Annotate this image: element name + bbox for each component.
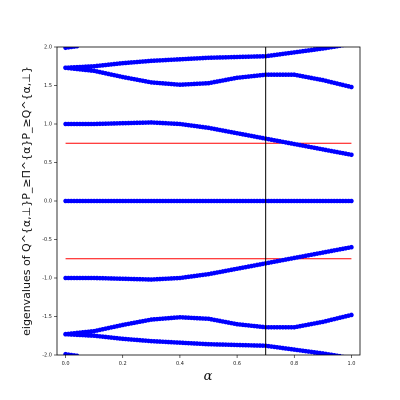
y-tick-label-4: 0.0 bbox=[44, 199, 52, 205]
y-tick-label-7: 1.5 bbox=[44, 83, 52, 89]
x-tick-label-1: 0.2 bbox=[119, 361, 127, 367]
point-6-95 bbox=[334, 353, 340, 355]
y-tick-label-3: -0.5 bbox=[42, 237, 52, 243]
series-4 bbox=[63, 244, 354, 282]
series-0 bbox=[63, 42, 354, 71]
point-1-100 bbox=[349, 84, 354, 90]
series-6 bbox=[63, 331, 351, 360]
point-6-99 bbox=[346, 355, 351, 360]
y-axis-label: eigenvalues of Q^{α,⊥}P_≥Π^{α}P_≥Q^{α,⊥} bbox=[20, 66, 33, 336]
y-tick-label-8: 2.0 bbox=[44, 45, 52, 51]
series-2 bbox=[63, 120, 354, 158]
horizontal-reference-lines bbox=[65, 142, 352, 260]
point-6-98 bbox=[344, 354, 347, 355]
point-4-100 bbox=[349, 244, 354, 250]
x-axis-label: α bbox=[204, 369, 213, 384]
x-tick-label-5: 1.0 bbox=[347, 361, 355, 367]
point-2-100 bbox=[349, 152, 354, 158]
x-tick-label-4: 0.8 bbox=[290, 361, 298, 367]
y-tick-label-6: 1.0 bbox=[44, 122, 52, 128]
point-0-100 bbox=[349, 42, 354, 47]
y-tick-label-0: -2.0 bbox=[42, 353, 52, 359]
y-axis-ticks: -2.0 -1.5 -1.0 -0.5 0.0 0.5 1.0 1.5 2.0 bbox=[42, 45, 57, 359]
point-7-4 bbox=[74, 47, 80, 49]
x-tick-label-3: 0.6 bbox=[233, 361, 241, 367]
x-tick-label-2: 0.4 bbox=[176, 361, 184, 367]
series-5 bbox=[63, 312, 354, 337]
y-tick-label-5: 0.5 bbox=[44, 160, 52, 166]
series-1 bbox=[63, 65, 354, 90]
y-tick-label-2: -1.0 bbox=[42, 276, 52, 282]
point-8-4 bbox=[74, 353, 80, 355]
point-3-100 bbox=[349, 198, 354, 204]
point-0-98 bbox=[344, 47, 347, 48]
y-tick-label-1: -1.5 bbox=[42, 314, 52, 320]
x-axis-ticks: 0.0 0.2 0.4 0.6 0.8 1.0 bbox=[62, 355, 355, 367]
point-5-100 bbox=[349, 312, 354, 318]
eigenvalue-points bbox=[63, 42, 354, 360]
x-tick-label-0: 0.0 bbox=[62, 361, 70, 367]
series-3 bbox=[63, 198, 354, 204]
point-0-95 bbox=[334, 47, 340, 49]
point-0-99 bbox=[346, 42, 351, 47]
